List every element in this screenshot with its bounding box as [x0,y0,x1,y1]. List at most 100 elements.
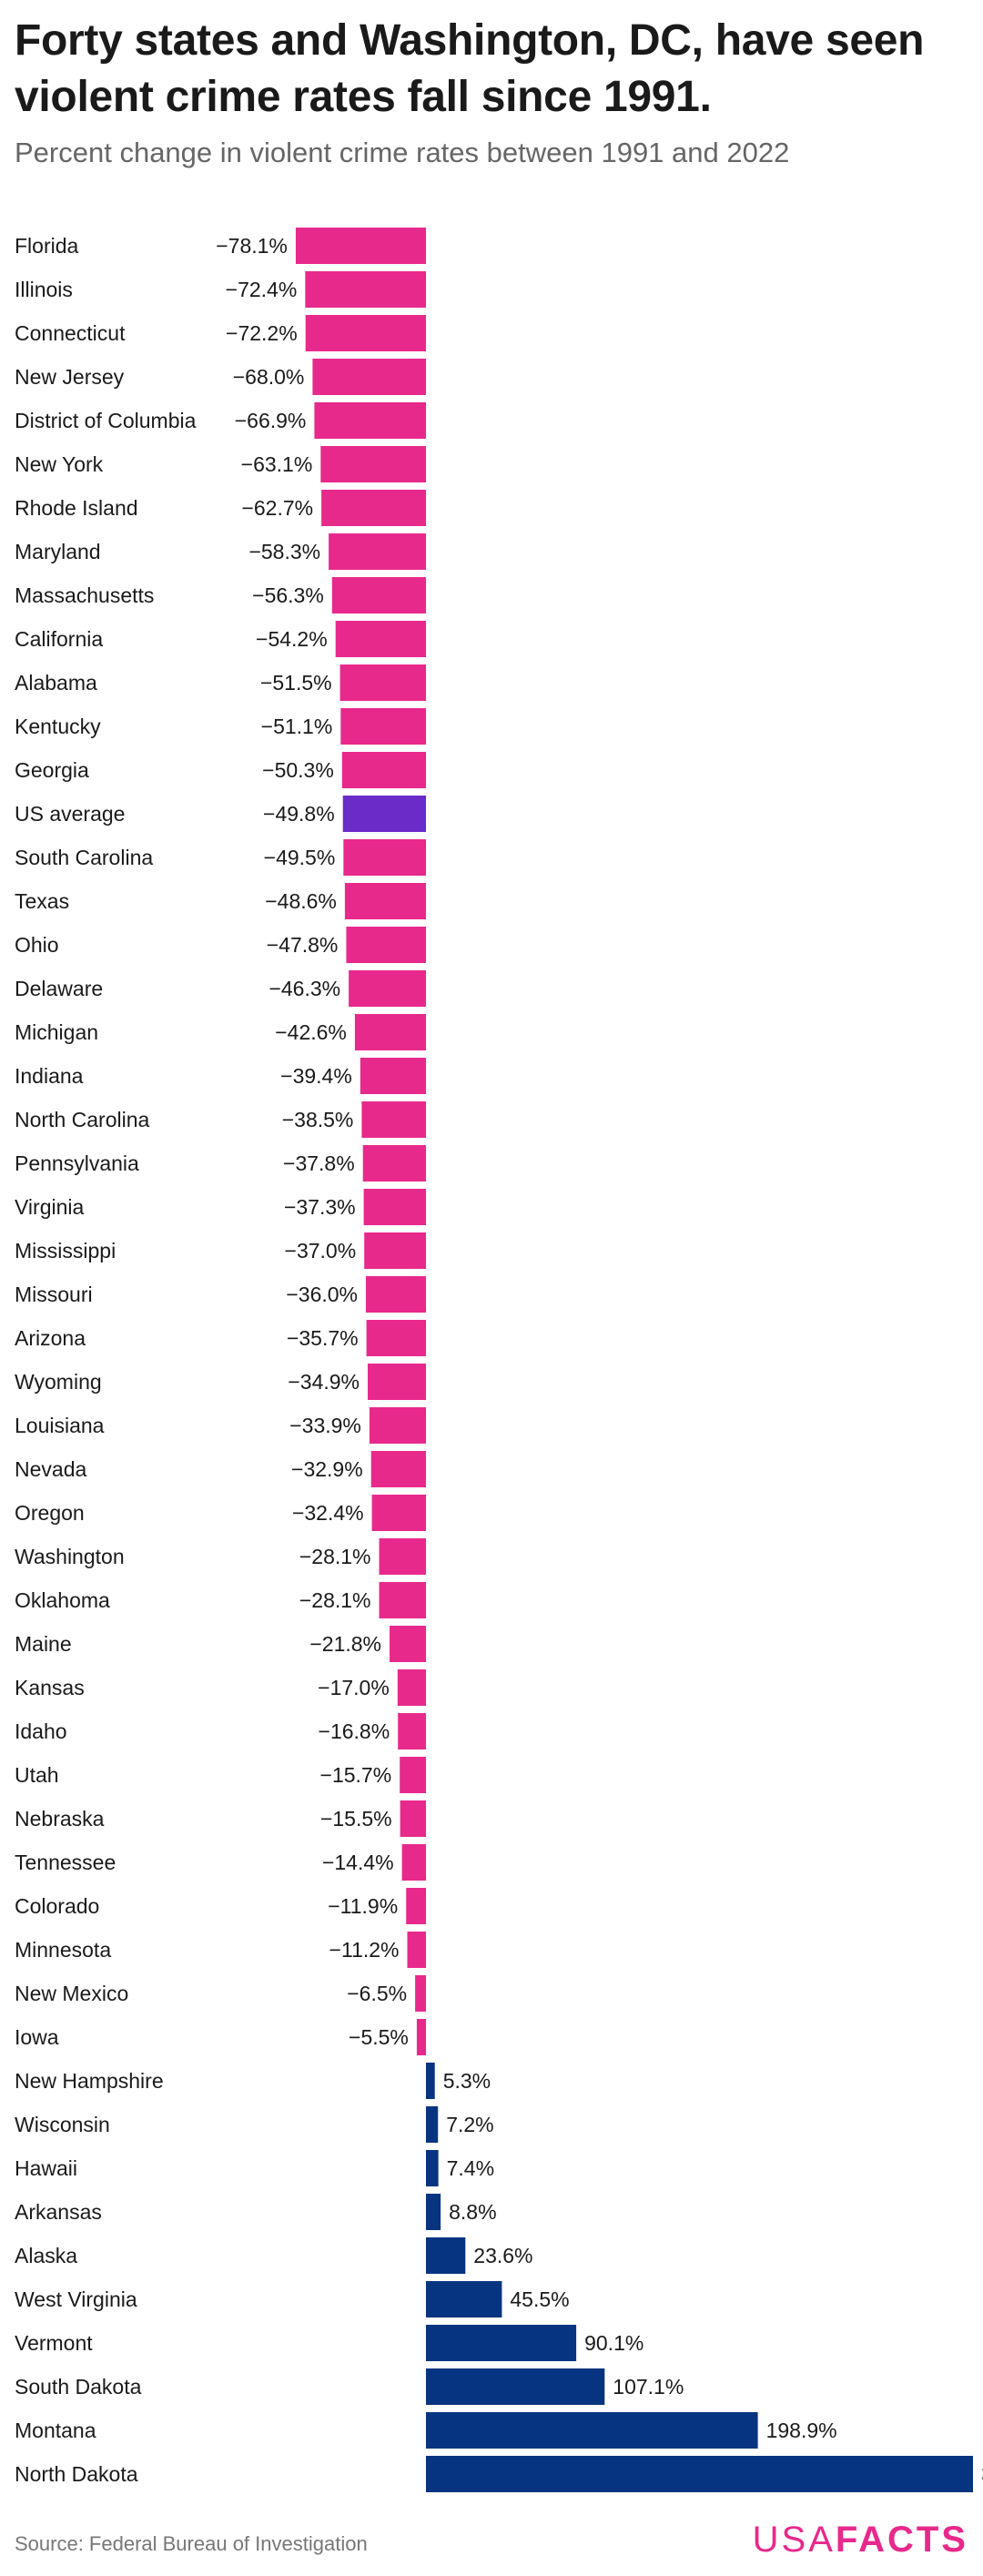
value-label: −51.5% [260,671,332,695]
value-label: −37.0% [285,1239,357,1263]
value-label: −72.2% [226,321,298,345]
bar [416,2019,426,2055]
bar [398,1713,426,1749]
category-label: Montana [15,2419,96,2442]
value-label: −35.7% [287,1326,359,1350]
value-label: 8.8% [449,2200,496,2224]
bar [379,1538,426,1575]
category-label: Oklahoma [15,1588,110,1612]
value-label: −47.8% [267,933,339,957]
bar [295,228,426,264]
bar [368,1364,426,1400]
value-label: −51.1% [261,715,333,738]
value-label: −49.8% [263,802,335,826]
category-label: Illinois [15,278,73,301]
bar [360,1058,426,1094]
bar [346,927,426,963]
bar [397,1669,426,1706]
bar [321,490,426,526]
bar [361,1101,426,1138]
value-label: 5.3% [443,2069,491,2093]
usafacts-logo[interactable]: USAFACTS [753,2520,968,2561]
value-label: −50.3% [262,758,334,782]
bar [400,1800,426,1837]
value-label: −63.1% [241,452,313,476]
chart-title: Forty states and Washington, DC, have se… [15,16,925,121]
value-label: −36.0% [286,1283,358,1306]
category-label: Missouri [15,1283,93,1306]
category-label: Mississippi [15,1239,116,1263]
value-label: −11.2% [329,1938,400,1962]
value-label: −38.5% [282,1108,354,1131]
bar [426,2368,605,2405]
bar [364,1232,426,1269]
category-label: Connecticut [15,321,126,345]
category-label: Maryland [15,540,101,563]
category-label: Arizona [15,1326,86,1350]
value-label: −42.6% [275,1020,347,1044]
category-label: Wisconsin [15,2113,110,2136]
value-label: −62.7% [241,496,313,520]
bar [339,664,426,701]
bar-chart: Florida −78.1% Illinois −72.4% Connecticut −7… [15,228,983,2492]
category-label: Tennessee [15,1851,116,1874]
value-label: −28.1% [299,1545,371,1568]
bar [362,1145,426,1182]
bar [342,796,426,832]
category-label: Arkansas [15,2200,102,2224]
value-label: −21.8% [309,1632,381,1656]
category-label: Wyoming [15,1370,102,1394]
value-label: −28.1% [299,1588,371,1612]
bar [426,2412,758,2449]
value-label: −5.5% [349,2025,409,2049]
bar [366,1276,426,1313]
category-label: Georgia [15,758,89,782]
bar [426,2237,466,2274]
category-label: Oregon [15,1501,85,1525]
source-note: Source: Federal Bureau of Investigation [15,2532,368,2555]
bar [370,1451,426,1487]
bar [369,1407,426,1444]
category-label: Virginia [15,1195,84,1219]
category-label: Texas [15,889,69,913]
category-label: Nevada [15,1457,86,1481]
bar [305,315,426,351]
category-label: Alabama [15,671,97,695]
bar [366,1320,426,1356]
value-label: 45.5% [510,2287,569,2311]
bar [331,577,426,614]
category-label: West Virginia [15,2287,137,2311]
value-label: 198.9% [766,2419,837,2442]
category-label: New Hampshire [15,2069,164,2093]
category-label: Hawaii [15,2156,77,2180]
value-label: −33.9% [289,1414,361,1437]
value-label: 107.1% [613,2375,684,2399]
value-label: −46.3% [269,977,340,1000]
category-label: California [15,627,103,651]
category-label: Louisiana [15,1414,105,1437]
bar [426,2194,441,2230]
category-label: Delaware [15,977,103,1000]
category-label: Kansas [15,1676,85,1699]
value-label: −66.9% [235,409,307,432]
category-label: Ohio [15,933,59,957]
value-label: 90.1% [584,2331,644,2355]
category-label: Florida [15,234,79,258]
value-label: −32.9% [291,1457,363,1481]
value-label: −11.9% [328,1894,398,1918]
bar [426,2106,439,2143]
category-label: South Carolina [15,846,153,869]
category-label: Idaho [15,1719,67,1743]
value-label: −32.4% [292,1501,364,1525]
bar [340,708,426,745]
category-label: Maine [15,1632,72,1656]
bar [305,271,426,308]
value-label: −39.4% [280,1064,352,1088]
category-label: Kentucky [15,715,101,738]
value-label: −14.4% [322,1851,394,1874]
value-label: −34.9% [288,1370,360,1394]
category-label: Pennsylvania [15,1151,139,1175]
category-label: Vermont [15,2331,93,2355]
value-label: 7.2% [446,2113,493,2136]
category-label: Indiana [15,1064,84,1088]
